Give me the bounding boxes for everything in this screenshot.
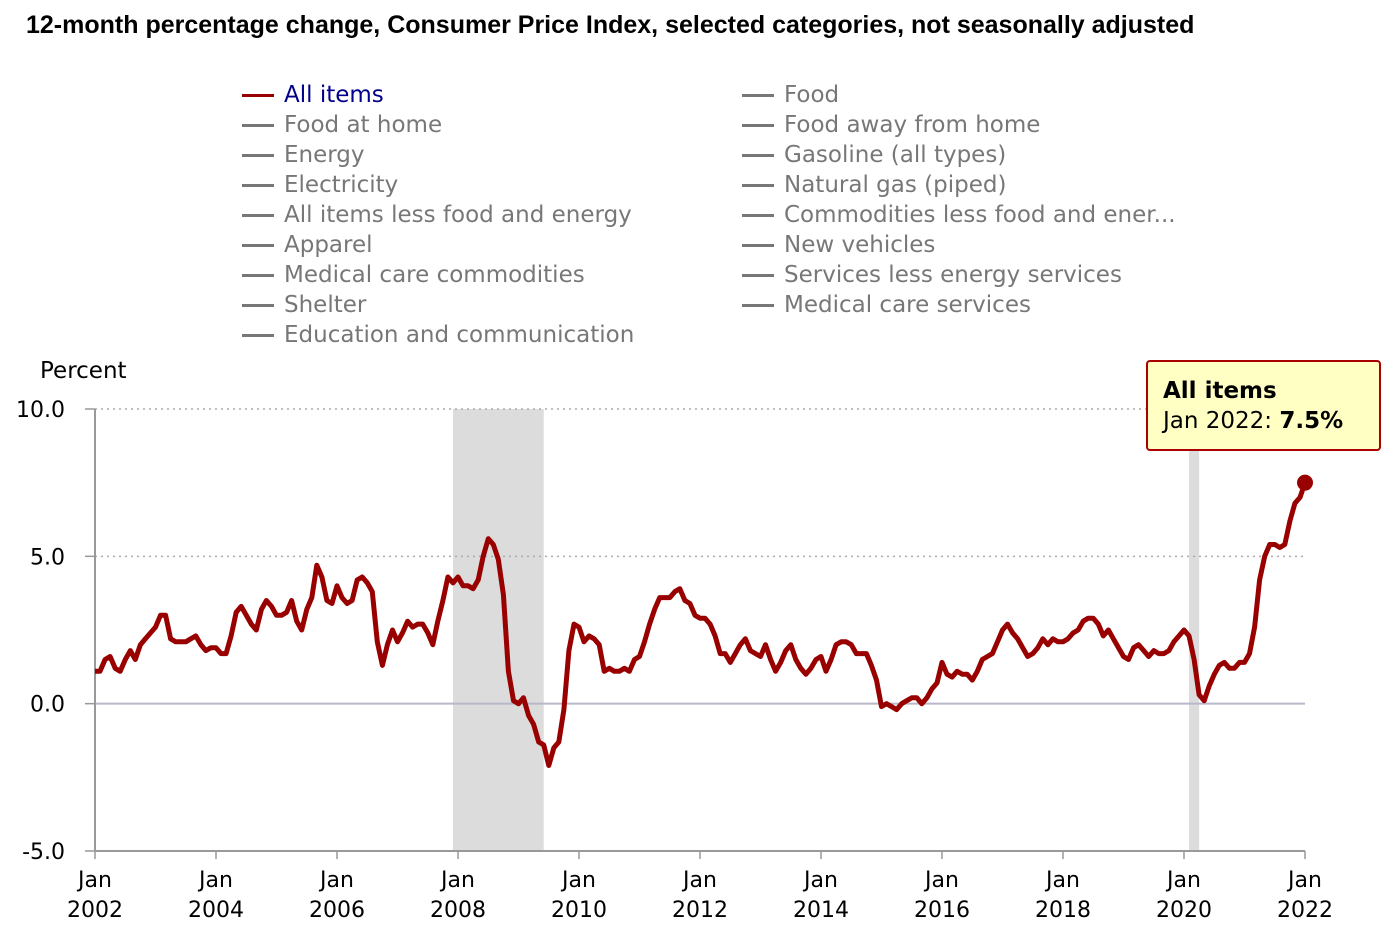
legend-label: Food away from home xyxy=(784,112,1041,138)
y-tick-label: 10.0 xyxy=(16,398,65,423)
hover-point-marker[interactable] xyxy=(1297,474,1313,491)
tooltip-value: 7.5% xyxy=(1279,408,1344,434)
tooltip: All items Jan 2022: 7.5% xyxy=(1146,360,1381,451)
legend-label: Apparel xyxy=(284,232,373,258)
x-tick-month: Jan xyxy=(560,868,596,893)
legend-line-icon xyxy=(242,184,274,187)
x-tick-year: 2012 xyxy=(672,898,728,923)
x-tick-year: 2020 xyxy=(1156,898,1212,923)
legend-label: Energy xyxy=(284,142,365,168)
legend-label: Commodities less food and ener... xyxy=(784,202,1176,228)
series-line-all-items[interactable] xyxy=(95,481,1308,768)
recession-shading xyxy=(1189,409,1200,851)
legend-label: Gasoline (all types) xyxy=(784,142,1007,168)
legend-label: Services less energy services xyxy=(784,262,1122,288)
legend-line-icon xyxy=(742,94,774,97)
legend-line-icon xyxy=(242,244,274,247)
x-tick-year: 2004 xyxy=(188,898,244,923)
chart-title: 12-month percentage change, Consumer Pri… xyxy=(26,11,1195,39)
x-tick-month: Jan xyxy=(439,868,475,893)
legend-label: New vehicles xyxy=(784,232,936,258)
legend-label: Food at home xyxy=(284,112,443,138)
legend-label: Electricity xyxy=(284,172,399,198)
tooltip-series: All items xyxy=(1163,378,1277,404)
legend-line-icon xyxy=(742,274,774,277)
x-tick-year: 2016 xyxy=(914,898,970,923)
legend-line-icon xyxy=(242,154,274,157)
y-axis-label: Percent xyxy=(40,358,127,384)
legend-label: Natural gas (piped) xyxy=(784,172,1007,198)
x-tick-year: 2014 xyxy=(793,898,849,923)
legend-line-icon xyxy=(742,214,774,217)
x-tick-year: 2018 xyxy=(1035,898,1091,923)
legend-label: Education and communication xyxy=(284,322,635,348)
x-tick-month: Jan xyxy=(1286,868,1322,893)
legend-label: All items xyxy=(284,82,384,108)
legend-label: Food xyxy=(784,82,840,108)
x-tick-month: Jan xyxy=(1044,868,1080,893)
x-tick-year: 2008 xyxy=(430,898,486,923)
legend-line-icon xyxy=(742,124,774,127)
legend-line-icon xyxy=(742,304,774,307)
x-tick-year: 2002 xyxy=(67,898,123,923)
x-tick-month: Jan xyxy=(802,868,838,893)
x-tick-month: Jan xyxy=(923,868,959,893)
legend-line-icon xyxy=(742,184,774,187)
x-tick-year: 2010 xyxy=(551,898,607,923)
y-tick-label: 5.0 xyxy=(30,545,65,570)
tooltip-label: Jan 2022: xyxy=(1163,408,1273,434)
y-tick-label: 0.0 xyxy=(30,693,65,718)
y-tick-label: -5.0 xyxy=(22,840,65,865)
x-tick-year: 2022 xyxy=(1277,898,1333,923)
legend-line-icon xyxy=(242,274,274,277)
legend-label: All items less food and energy xyxy=(284,202,632,228)
legend-line-icon xyxy=(242,94,274,97)
legend-label: Medical care services xyxy=(784,292,1031,318)
x-tick-month: Jan xyxy=(318,868,354,893)
legend-line-icon xyxy=(242,304,274,307)
legend-line-icon xyxy=(242,334,274,337)
legend-line-icon xyxy=(742,244,774,247)
legend-line-icon xyxy=(742,154,774,157)
x-tick-month: Jan xyxy=(197,868,233,893)
legend-label: Medical care commodities xyxy=(284,262,585,288)
legend-line-icon xyxy=(242,214,274,217)
x-tick-month: Jan xyxy=(681,868,717,893)
legend-line-icon xyxy=(242,124,274,127)
x-tick-year: 2006 xyxy=(309,898,365,923)
legend-label: Shelter xyxy=(284,292,367,318)
x-tick-month: Jan xyxy=(76,868,112,893)
x-tick-month: Jan xyxy=(1165,868,1201,893)
recession-shading xyxy=(452,409,544,851)
